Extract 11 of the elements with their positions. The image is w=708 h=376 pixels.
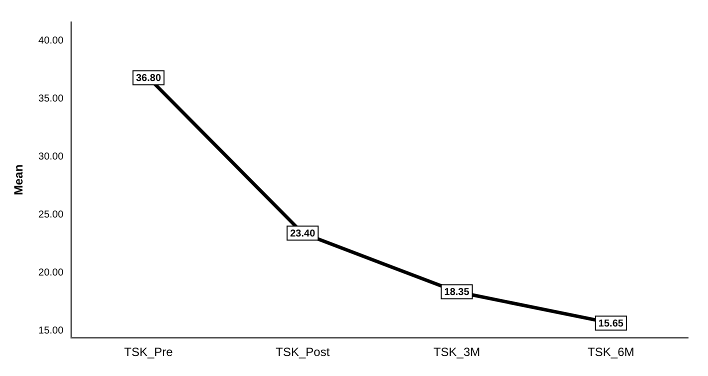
y-tick-label: 25.00 <box>38 209 64 220</box>
x-tick-label: TSK_6M <box>588 345 634 360</box>
y-tick-label: 15.00 <box>38 325 64 336</box>
x-tick-label: TSK_3M <box>433 345 480 360</box>
y-tick-label: 30.00 <box>38 151 64 162</box>
y-tick-label: 20.00 <box>38 267 64 278</box>
y-axis-title: Mean <box>12 164 26 196</box>
y-tick-label: 35.00 <box>38 93 64 104</box>
x-tick-label: TSK_Pre <box>124 345 174 360</box>
y-tick-label: 40.00 <box>38 35 64 46</box>
x-tick-label: TSK_Post <box>276 345 330 360</box>
